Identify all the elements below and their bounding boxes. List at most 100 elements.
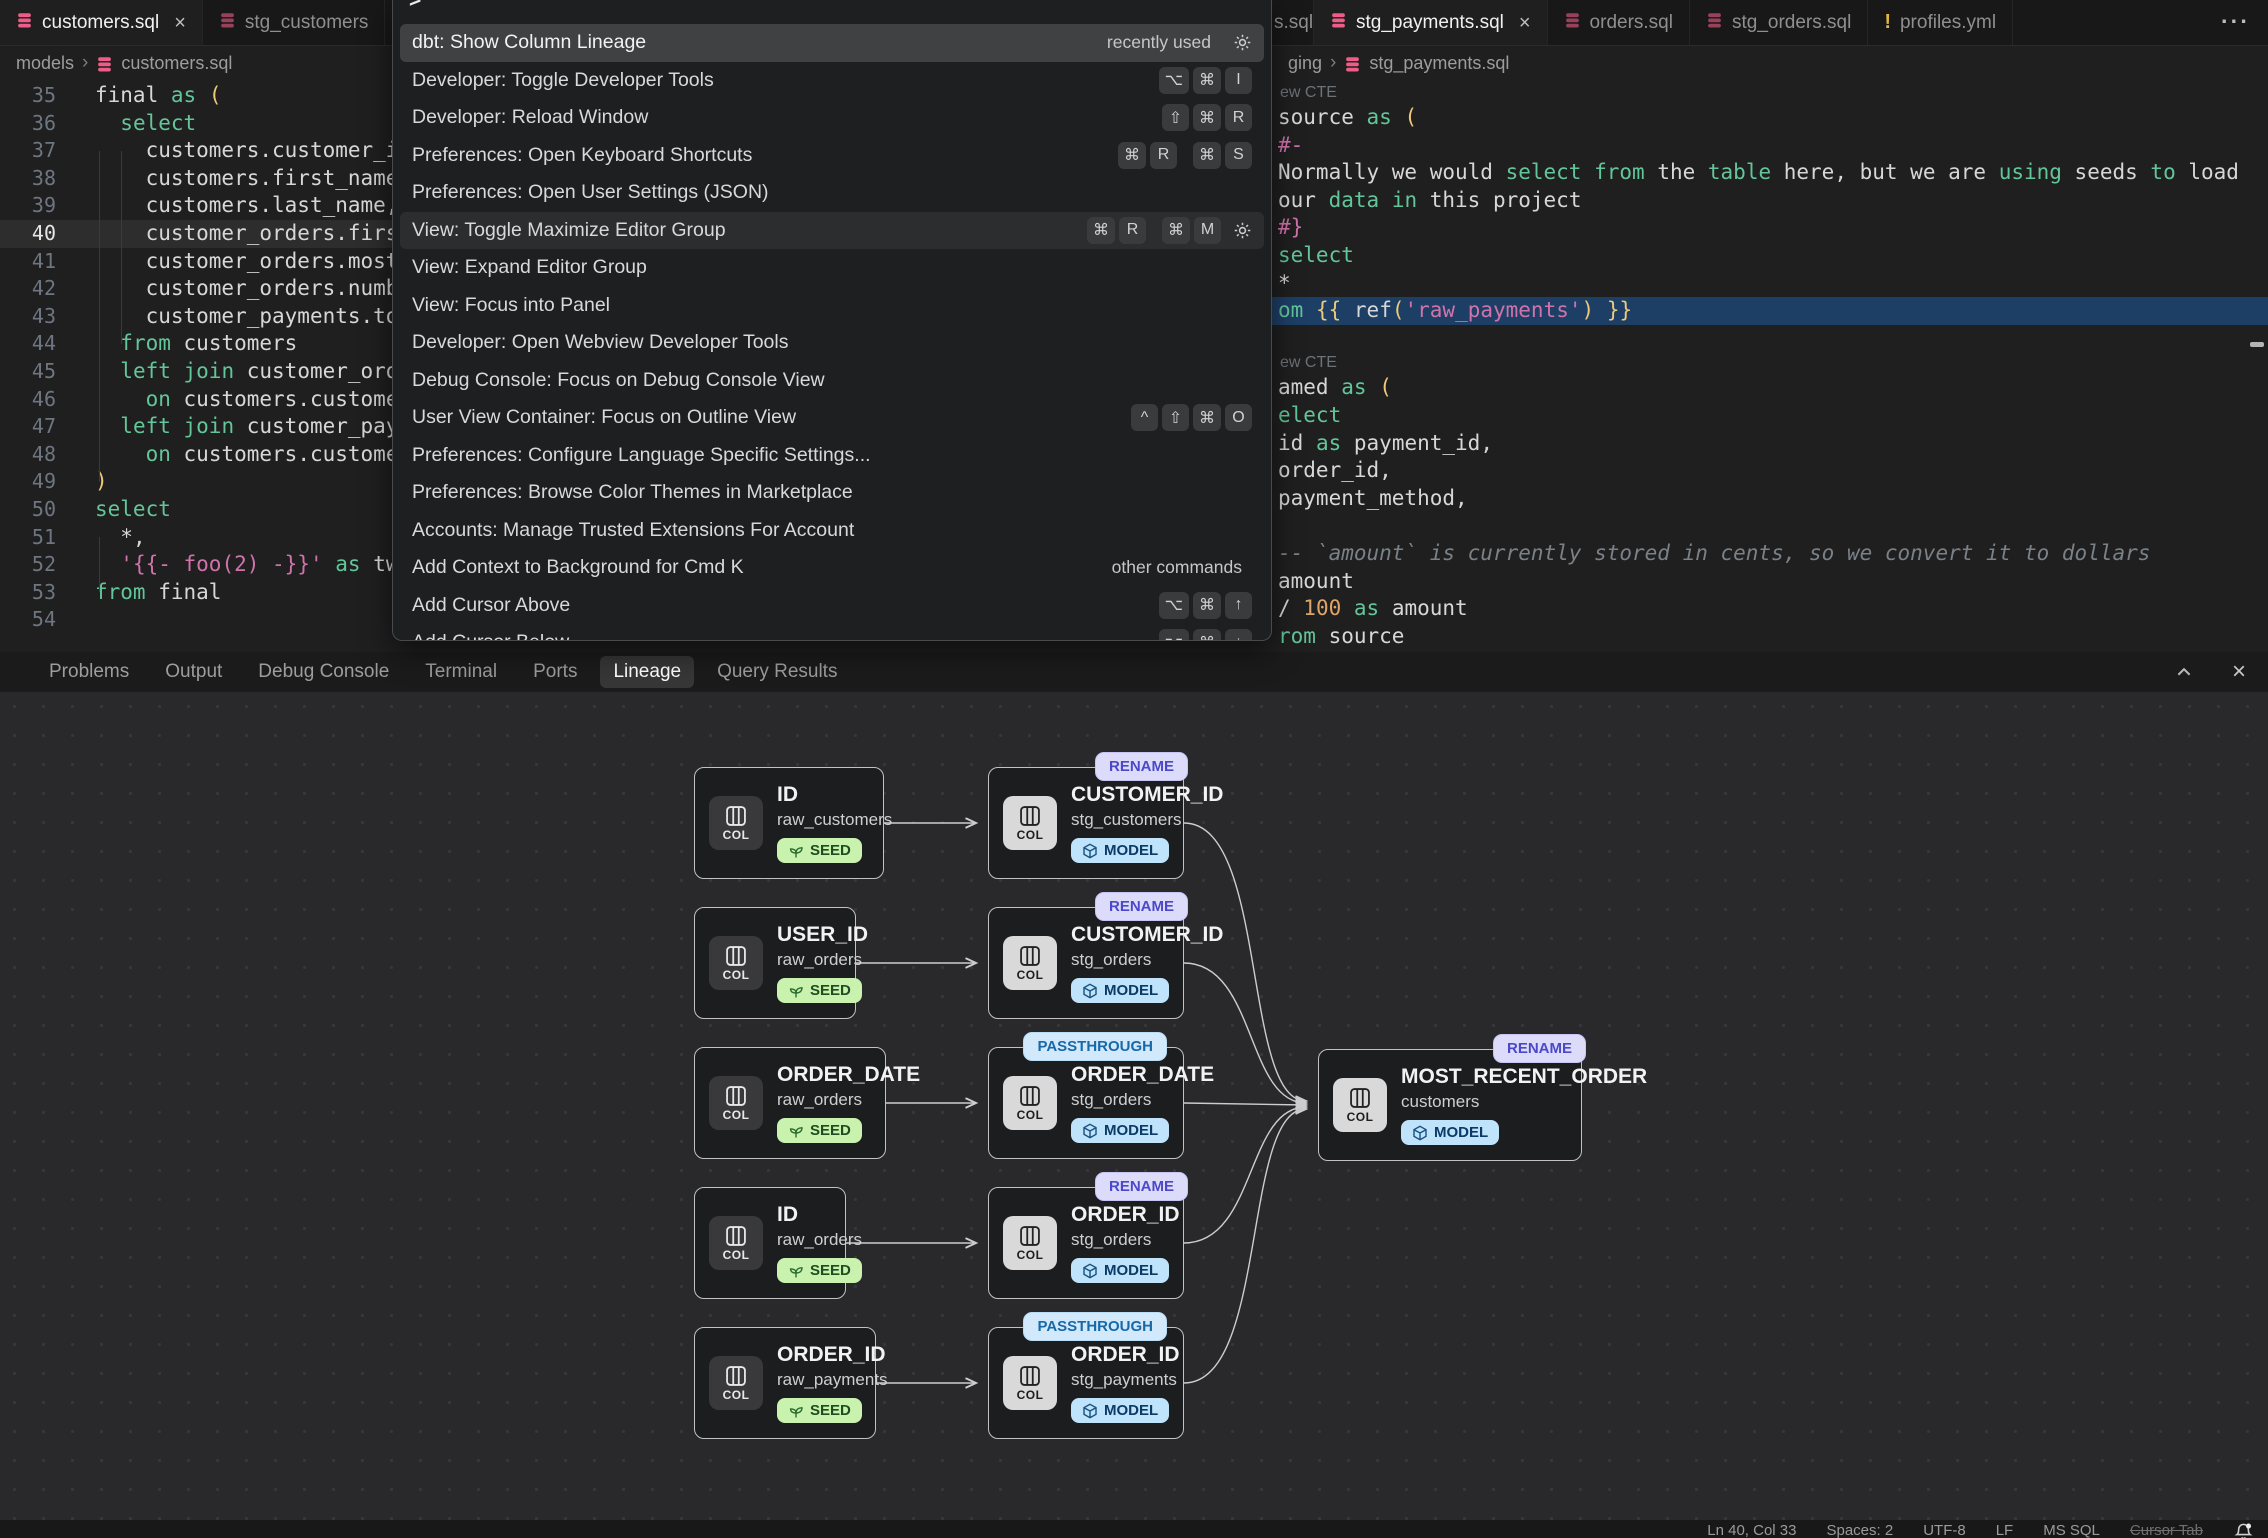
status-item-utf-8[interactable]: UTF-8	[1923, 1522, 1966, 1538]
lineage-node-order_id-stg_payments[interactable]: PASSTHROUGH COL ORDER_ID stg_payments MODEL	[988, 1312, 1184, 1439]
close-icon[interactable]: ×	[1518, 12, 1531, 34]
palette-item-8[interactable]: View: Focus into Panel	[400, 287, 1264, 325]
code-editor-stg-payments-sql[interactable]: ew CTE source as (#- Normally we would sel…	[1272, 82, 2268, 652]
tab-orders-sql[interactable]: orders.sql	[1548, 0, 1690, 45]
line-number: 48	[31, 441, 56, 466]
node-subtitle: raw_orders	[777, 1230, 863, 1249]
lineage-node-most_recent_order-customers[interactable]: RENAME COL MOST_RECENT_ORDER customers MODEL	[1318, 1034, 1647, 1161]
lineage-node-user_id-raw_orders[interactable]: COL USER_ID raw_orders SEED	[694, 907, 868, 1019]
node-title: ORDER_DATE	[777, 1063, 921, 1086]
code-text: source as (	[1278, 105, 1418, 129]
palette-item-12[interactable]: Preferences: Configure Language Specific…	[400, 437, 1264, 475]
node-body: ORDER_ID raw_payments SEED	[777, 1343, 888, 1423]
shortcut-key: ⌘	[1193, 66, 1221, 94]
palette-item-1[interactable]: dbt: Show Column Lineage recently used	[400, 24, 1264, 62]
node-body: MOST_RECENT_ORDER customers MODEL	[1401, 1065, 1647, 1145]
palette-item-10[interactable]: Debug Console: Focus on Debug Console Vi…	[400, 362, 1264, 400]
indent-guide	[99, 151, 100, 482]
node-body: ORDER_ID stg_orders MODEL	[1071, 1203, 1180, 1283]
code-text: *	[1278, 270, 1291, 295]
panel-tab-terminal[interactable]: Terminal	[425, 661, 498, 682]
breadcrumb-file[interactable]: stg_payments.sql	[1369, 52, 1510, 73]
code-text: )	[95, 469, 108, 494]
tab-label: stg_customers	[244, 12, 369, 33]
lineage-node-customer_id-stg_orders[interactable]: RENAME COL CUSTOMER_ID stg_orders MODEL	[988, 892, 1223, 1019]
column-icon: COL	[709, 1216, 763, 1270]
breadcrumb-folder[interactable]: models	[16, 52, 75, 73]
panel-tab-lineage[interactable]: Lineage	[600, 656, 695, 688]
shortcut-key: R	[1119, 216, 1146, 244]
bell-icon[interactable]	[2233, 1521, 2254, 1538]
breadcrumb-file[interactable]: customers.sql	[121, 52, 233, 73]
palette-item-11[interactable]: User View Container: Focus on Outline Vi…	[400, 399, 1264, 437]
panel-tab-debug-console[interactable]: Debug Console	[258, 661, 390, 682]
palette-item-2[interactable]: Developer: Toggle Developer Tools ⌥ ⌘ I	[400, 62, 1264, 100]
status-item-lf[interactable]: LF	[1995, 1522, 2014, 1538]
status-bar: Ln 40, Col 33 Spaces: 2 UTF-8 LF MS SQL Curso…	[0, 1520, 2268, 1538]
badge-seed: SEED	[777, 1258, 862, 1283]
palette-item-15[interactable]: Add Context to Background for Cmd K other…	[400, 549, 1264, 587]
palette-item-5[interactable]: Preferences: Open User Settings (JSON)	[400, 174, 1264, 212]
code-text: elect	[1278, 402, 1342, 427]
lineage-node-order_id-raw_payments[interactable]: COL ORDER_ID raw_payments SEED	[694, 1327, 888, 1439]
database-icon	[16, 12, 33, 35]
status-item-cursor-tab[interactable]: Cursor Tab	[2129, 1522, 2203, 1538]
tab-stg-customers[interactable]: stg_customers	[203, 0, 386, 45]
code-text: amed as (	[1278, 375, 1392, 400]
chevron-up-icon[interactable]	[2160, 662, 2208, 682]
breadcrumb[interactable]: ging › stg_payments.sql	[1272, 46, 2268, 80]
code-line: 39 customers.last_name,	[0, 192, 1272, 220]
lineage-node-order_date-stg_orders[interactable]: PASSTHROUGH COL ORDER_DATE stg_orders MODEL	[988, 1032, 1214, 1159]
panel-tab-output[interactable]: Output	[165, 661, 223, 682]
palette-item-14[interactable]: Accounts: Manage Trusted Extensions For …	[400, 512, 1264, 550]
gear-icon[interactable]	[1233, 33, 1252, 52]
tab-stg-orders-sql[interactable]: stg_orders.sql	[1690, 0, 1869, 45]
node-body: CUSTOMER_ID stg_customers MODEL	[1071, 783, 1223, 863]
close-panel-icon[interactable]: ×	[2231, 658, 2246, 685]
lineage-canvas[interactable]: COL ID raw_customers SEED RENAME COL CUSTOMER_…	[0, 692, 2268, 1520]
status-item-ms[interactable]: MS SQL	[2043, 1522, 2100, 1538]
code-text: from final	[95, 579, 222, 604]
palette-item-3[interactable]: Developer: Reload Window ⇧ ⌘ R	[400, 99, 1264, 137]
codelens-hint[interactable]: ew CTE	[1280, 84, 1337, 101]
status-item-ln[interactable]: Ln 40, Col 33	[1707, 1522, 1797, 1538]
palette-item-13[interactable]: Preferences: Browse Color Themes in Mark…	[400, 474, 1264, 512]
column-icon: COL	[1003, 936, 1057, 990]
tab-profiles-yml[interactable]: ! profiles.yml	[1868, 0, 2014, 45]
palette-item-label: Accounts: Manage Trusted Extensions For …	[412, 518, 855, 541]
column-icon: COL	[1003, 1356, 1057, 1410]
panel-tab-problems[interactable]: Problems	[49, 661, 130, 682]
command-palette[interactable]: > dbt: Show Column Lineage recently used D…	[392, 0, 1272, 641]
column-icon: COL	[1003, 1216, 1057, 1270]
line-number: 52	[31, 552, 56, 577]
lineage-node-order_date-raw_orders[interactable]: COL ORDER_DATE raw_orders SEED	[694, 1047, 920, 1159]
tab-s-sql[interactable]: s.sql	[1272, 0, 1314, 45]
node-title: ORDER_ID	[777, 1343, 886, 1366]
tab-label: customers.sql	[42, 12, 160, 33]
tab-customers-sql[interactable]: customers.sql ×	[0, 0, 203, 45]
shortcut-key: ⌘	[1118, 141, 1146, 169]
shortcut-key-group: ⌥ ⌘ I	[1155, 66, 1252, 94]
code-line: 44 from customers	[0, 330, 1272, 358]
palette-item-9[interactable]: Developer: Open Webview Developer Tools	[400, 324, 1264, 362]
tab-stg-payments-sql[interactable]: stg_payments.sql ×	[1314, 0, 1548, 45]
palette-item-17[interactable]: Add Cursor Below ⌥ ⌘ ↓	[400, 624, 1264, 640]
gear-icon[interactable]	[1233, 221, 1252, 240]
lineage-node-order_id-stg_orders[interactable]: RENAME COL ORDER_ID stg_orders MODEL	[988, 1172, 1188, 1299]
lineage-node-id-raw_orders[interactable]: COL ID raw_orders SEED	[694, 1187, 862, 1299]
status-item-spaces[interactable]: Spaces: 2	[1826, 1522, 1894, 1538]
close-icon[interactable]: ×	[174, 12, 186, 34]
panel-tab-query-results[interactable]: Query Results	[717, 661, 838, 682]
palette-item-16[interactable]: Add Cursor Above ⌥ ⌘ ↑	[400, 587, 1264, 625]
lineage-node-id-raw_customers[interactable]: COL ID raw_customers SEED	[694, 767, 892, 879]
node-subtitle: stg_orders	[1071, 1090, 1152, 1109]
palette-item-7[interactable]: View: Expand Editor Group	[400, 249, 1264, 287]
more-tabs-icon[interactable]: ···	[2221, 8, 2250, 34]
codelens-hint[interactable]: ew CTE	[1280, 354, 1337, 372]
palette-item-4[interactable]: Preferences: Open Keyboard Shortcuts ⌘ R ⌘ S	[400, 137, 1264, 175]
breadcrumb-folder[interactable]: ging	[1288, 52, 1323, 73]
lineage-node-customer_id-stg_customers[interactable]: RENAME COL CUSTOMER_ID stg_customers MODEL	[988, 752, 1223, 879]
palette-item-6[interactable]: View: Toggle Maximize Editor Group ⌘ R ⌘ M	[400, 211, 1264, 249]
panel-tab-ports[interactable]: Ports	[533, 661, 578, 682]
